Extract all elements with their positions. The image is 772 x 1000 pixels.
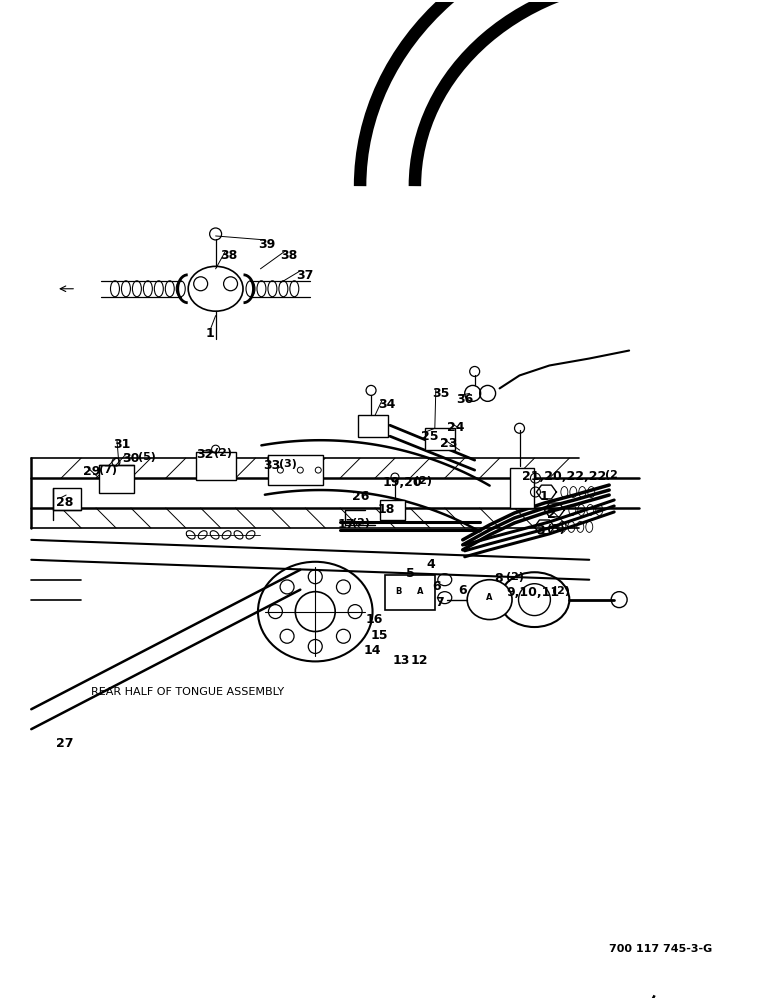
Text: (3): (3) [279, 459, 297, 469]
Text: 18: 18 [378, 503, 395, 516]
Circle shape [280, 629, 294, 643]
Circle shape [308, 570, 322, 584]
Text: (2): (2) [214, 448, 232, 458]
Text: 3: 3 [537, 524, 545, 537]
Circle shape [280, 580, 294, 594]
Circle shape [308, 639, 322, 653]
Text: 5: 5 [406, 567, 415, 580]
Text: 15: 15 [371, 629, 388, 642]
Ellipse shape [188, 266, 243, 311]
Bar [385, 575, 435, 610]
Text: (2): (2) [553, 586, 571, 596]
Text: 28: 28 [56, 496, 73, 509]
Text: (2: (2 [605, 470, 618, 480]
Text: 29: 29 [83, 465, 100, 478]
Text: 17: 17 [337, 518, 354, 531]
Bar [53, 488, 81, 510]
Text: (5): (5) [138, 452, 156, 462]
Text: 6: 6 [459, 584, 467, 597]
Bar [425, 428, 455, 450]
Text: 1: 1 [540, 490, 548, 503]
Bar [269, 455, 323, 485]
Text: 6: 6 [432, 580, 441, 593]
Circle shape [337, 580, 350, 594]
Bar [195, 452, 235, 480]
Text: 35: 35 [432, 387, 449, 400]
Text: 31: 31 [113, 438, 130, 451]
Text: 9,10,11: 9,10,11 [506, 586, 560, 599]
Text: 14: 14 [363, 644, 381, 657]
Text: 23: 23 [440, 437, 457, 450]
Text: 36: 36 [455, 393, 473, 406]
Text: 30: 30 [122, 452, 139, 465]
Text: 16: 16 [365, 613, 382, 626]
Circle shape [269, 605, 283, 619]
Text: 34: 34 [378, 398, 395, 411]
Ellipse shape [499, 572, 569, 627]
Bar [358, 415, 388, 437]
Circle shape [337, 629, 350, 643]
Text: 33: 33 [263, 459, 281, 472]
Text: 19,20: 19,20 [383, 476, 422, 489]
Text: 39: 39 [259, 238, 276, 251]
Text: 1: 1 [205, 327, 215, 340]
Text: 7: 7 [435, 596, 444, 609]
Text: REAR HALF OF TONGUE ASSEMBLY: REAR HALF OF TONGUE ASSEMBLY [91, 687, 284, 697]
Bar [380, 500, 405, 520]
Text: (2): (2) [506, 572, 523, 582]
Text: A: A [417, 587, 423, 596]
Text: 27: 27 [56, 737, 73, 750]
Text: 4: 4 [427, 558, 435, 571]
Text: (2): (2) [414, 476, 432, 486]
Text: 32: 32 [197, 448, 214, 461]
Text: 21,20,22,22: 21,20,22,22 [522, 470, 606, 483]
Text: (7): (7) [99, 465, 117, 475]
Text: 25: 25 [421, 430, 438, 443]
Text: (3): (3) [547, 524, 565, 534]
Text: 12: 12 [411, 654, 428, 667]
Text: 38: 38 [221, 249, 238, 262]
Circle shape [348, 605, 362, 619]
Text: A: A [486, 593, 493, 602]
Text: (2): (2) [352, 518, 370, 528]
Text: 2: 2 [547, 508, 556, 521]
Text: 24: 24 [447, 421, 464, 434]
Text: 26: 26 [352, 490, 370, 503]
Text: 38: 38 [280, 249, 298, 262]
Ellipse shape [467, 580, 512, 620]
Text: B: B [394, 587, 401, 596]
Text: 13: 13 [393, 654, 411, 667]
Bar [510, 468, 534, 508]
Ellipse shape [258, 562, 373, 661]
Text: 8: 8 [495, 572, 503, 585]
Bar [99, 465, 134, 493]
Text: 37: 37 [296, 269, 313, 282]
Text: 700 117 745-3-G: 700 117 745-3-G [609, 944, 713, 954]
